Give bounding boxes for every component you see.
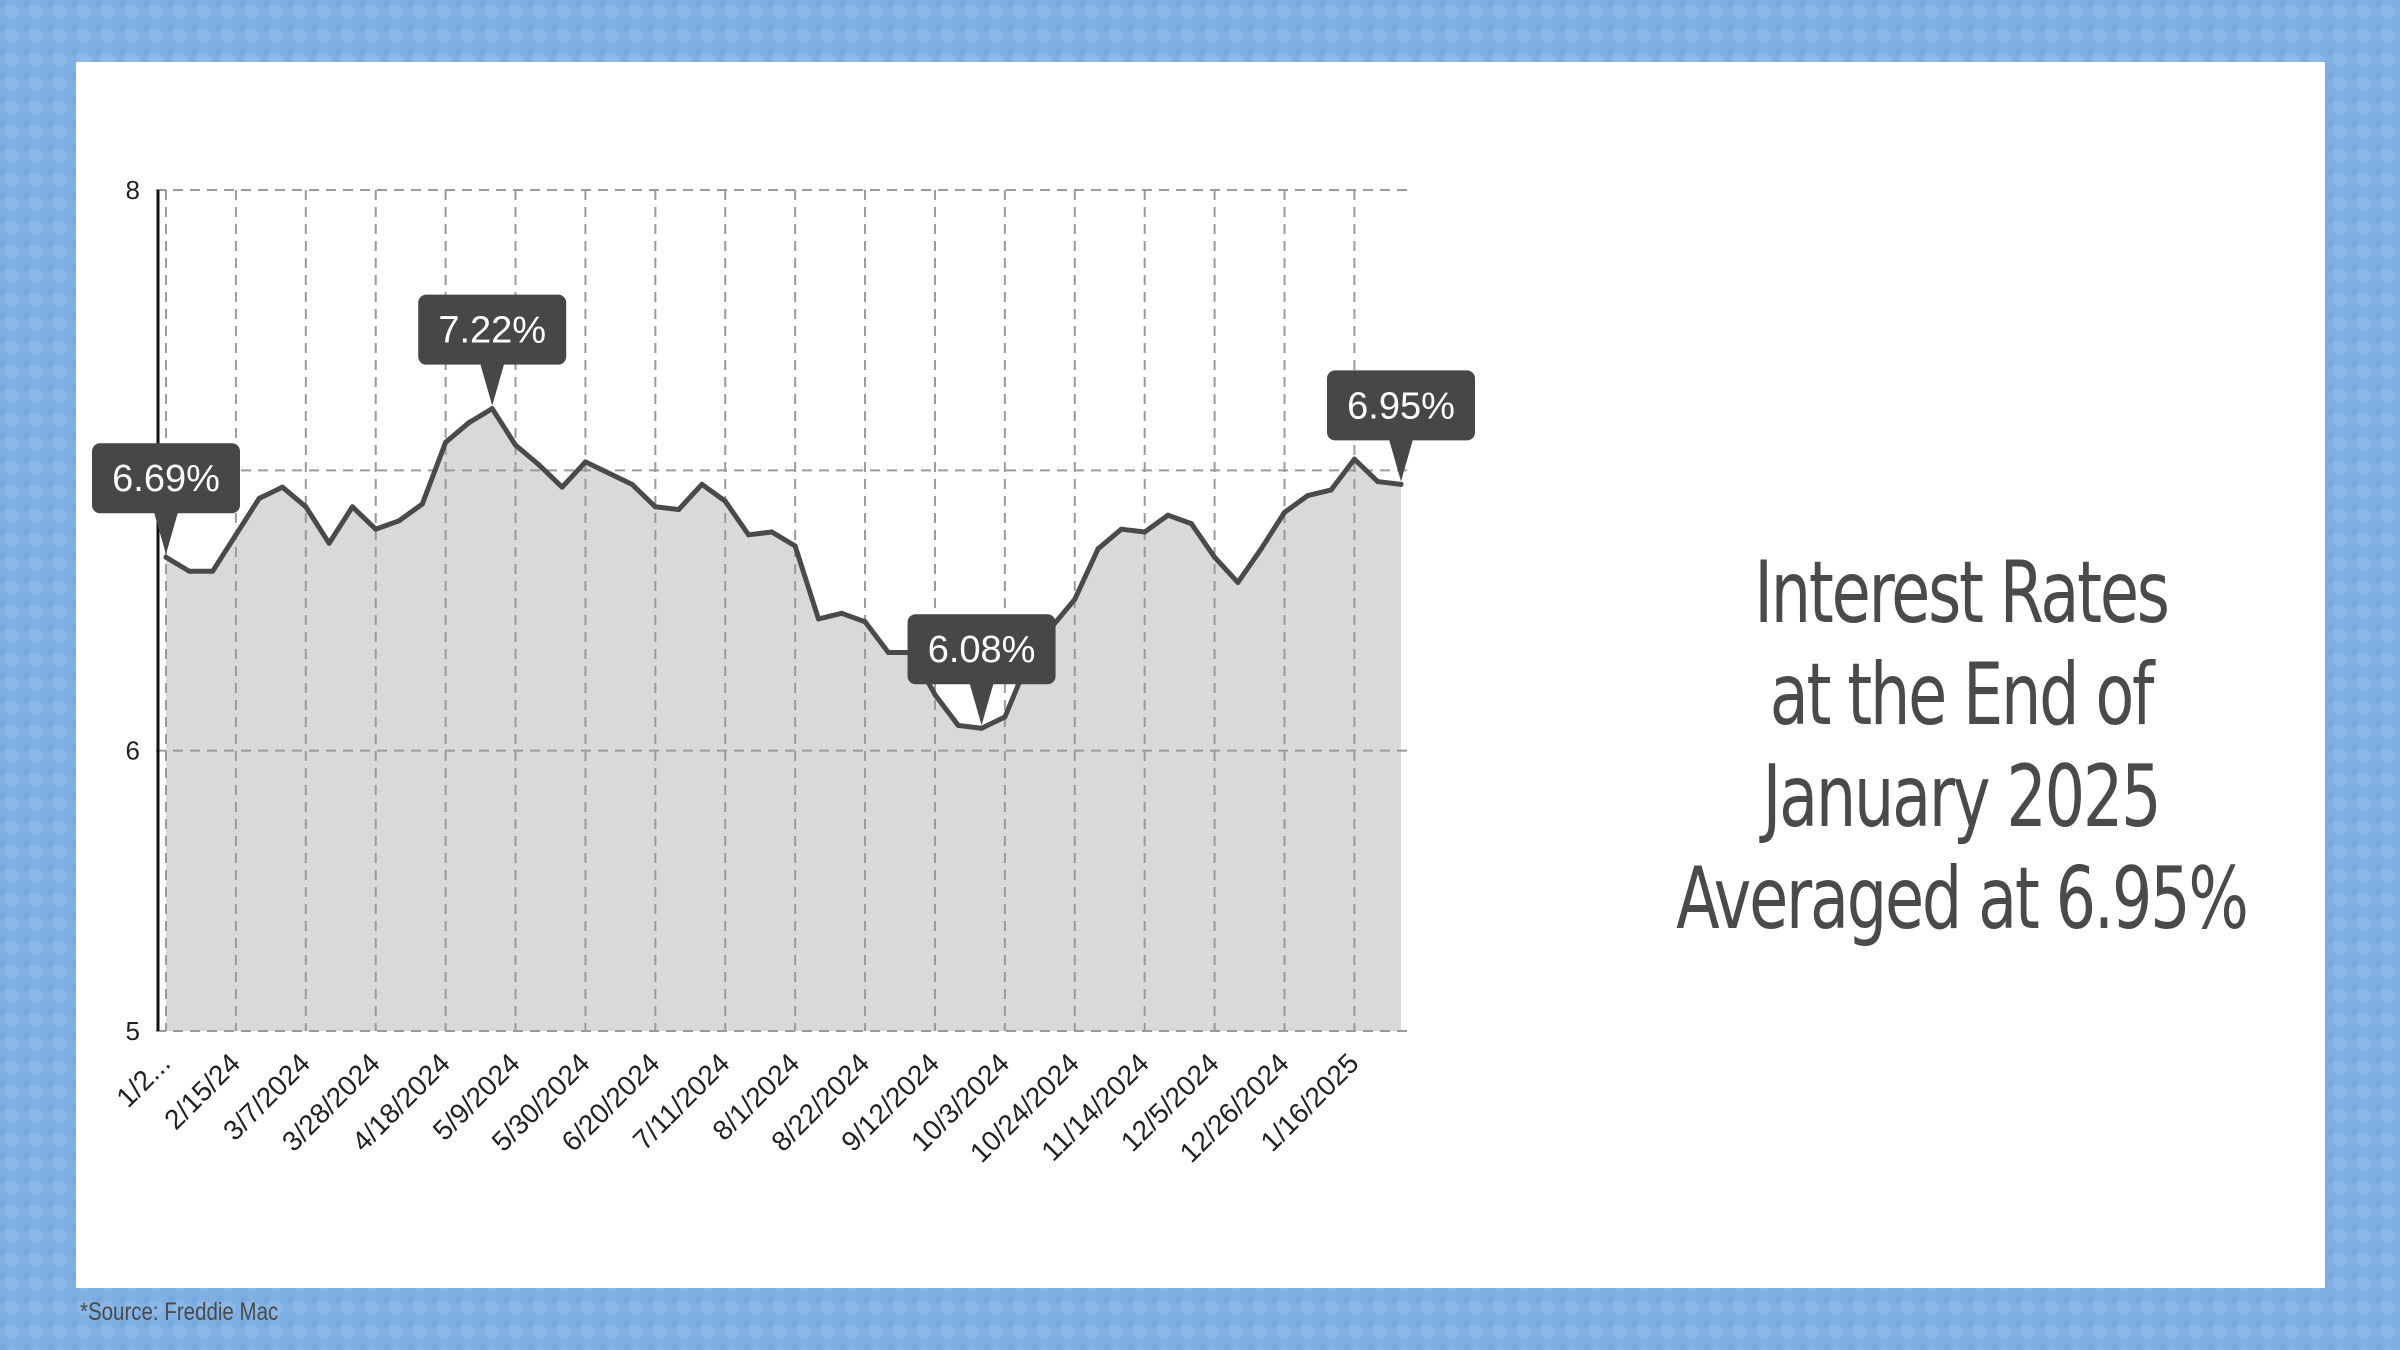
headline: Interest Rates at the End of January 202… [1676, 542, 2249, 950]
data-point [303, 504, 309, 510]
data-point [582, 459, 588, 465]
data-point [932, 692, 938, 698]
callout-label: 6.95% [1347, 385, 1455, 427]
data-point [443, 439, 449, 445]
data-point [280, 484, 286, 490]
data-point [815, 616, 821, 622]
data-point [1281, 509, 1287, 515]
rate-chart: 5681/2...2/15/243/7/20243/28/20244/18/20… [92, 175, 1475, 1168]
callout: 6.95% [1327, 370, 1475, 482]
data-point [466, 420, 472, 426]
data-point [955, 722, 961, 728]
data-point [1165, 512, 1171, 518]
data-point [256, 495, 262, 501]
data-point [1258, 546, 1264, 552]
y-tick-label: 6 [126, 736, 140, 766]
area-fill [166, 408, 1401, 1031]
headline-line-4: Averaged at 6.95% [1676, 849, 2249, 949]
data-point [210, 568, 216, 574]
callout-pointer [969, 683, 994, 726]
data-point [1142, 529, 1148, 535]
callout: 6.08% [907, 614, 1056, 726]
callout-label: 7.22% [438, 310, 546, 352]
data-point [839, 610, 845, 616]
data-point [1235, 579, 1241, 585]
headline-line-1: Interest Rates [1754, 543, 2170, 643]
data-point [769, 529, 775, 535]
callout-pointer [480, 363, 505, 406]
y-tick-label: 8 [126, 175, 140, 205]
data-point [792, 543, 798, 549]
callout-box [418, 294, 567, 365]
data-point [396, 518, 402, 524]
data-point [163, 554, 169, 560]
data-point [1188, 521, 1194, 527]
data-point [676, 507, 682, 513]
data-point [1351, 456, 1357, 462]
data-point [373, 526, 379, 532]
callout-pointer [1389, 439, 1413, 482]
slide-card: 5 6 8 1/2... 2/15/24 3/7/2024 3/28/2024 4/18/20… [76, 62, 2325, 1288]
grid [156, 189, 1411, 1032]
callout-box [1327, 370, 1475, 441]
data-point [606, 470, 612, 476]
data-point [979, 725, 985, 731]
data-point [699, 481, 705, 487]
data-point [559, 484, 565, 490]
data-point [722, 498, 728, 504]
data-point [536, 462, 542, 468]
y-tick-label: 5 [126, 1016, 140, 1046]
callout: 7.22% [418, 294, 567, 406]
callout: 6.69% [92, 443, 240, 555]
data-point [513, 442, 519, 448]
data-point [746, 532, 752, 538]
callout-label: 6.08% [928, 629, 1036, 671]
rate-line [163, 406, 1404, 731]
data-point [1328, 487, 1334, 493]
data-point [419, 501, 425, 507]
data-point [629, 481, 635, 487]
data-point [1305, 493, 1311, 499]
data-point [1375, 479, 1381, 485]
data-point [1398, 481, 1404, 487]
callout-label: 6.69% [112, 458, 220, 500]
data-point [1002, 714, 1008, 720]
data-point [1072, 596, 1078, 602]
data-point [233, 532, 239, 538]
data-point [652, 504, 658, 510]
headline-line-2: at the End of [1769, 645, 2155, 745]
x-tick-label: 1/2... [110, 1047, 176, 1113]
data-point [326, 540, 332, 546]
data-point [186, 568, 192, 574]
data-point [885, 650, 891, 656]
callout-pointer [154, 512, 178, 555]
headline-line-3: January 2025 [1762, 747, 2162, 847]
data-point [1095, 546, 1101, 552]
callout-box [92, 443, 240, 514]
callout-box [907, 614, 1056, 685]
source-note: *Source: Freddie Mac [80, 1298, 279, 1326]
data-point [862, 619, 868, 625]
data-point [489, 406, 495, 412]
data-point [349, 504, 355, 510]
data-point [1212, 554, 1218, 560]
data-point [1118, 526, 1124, 532]
